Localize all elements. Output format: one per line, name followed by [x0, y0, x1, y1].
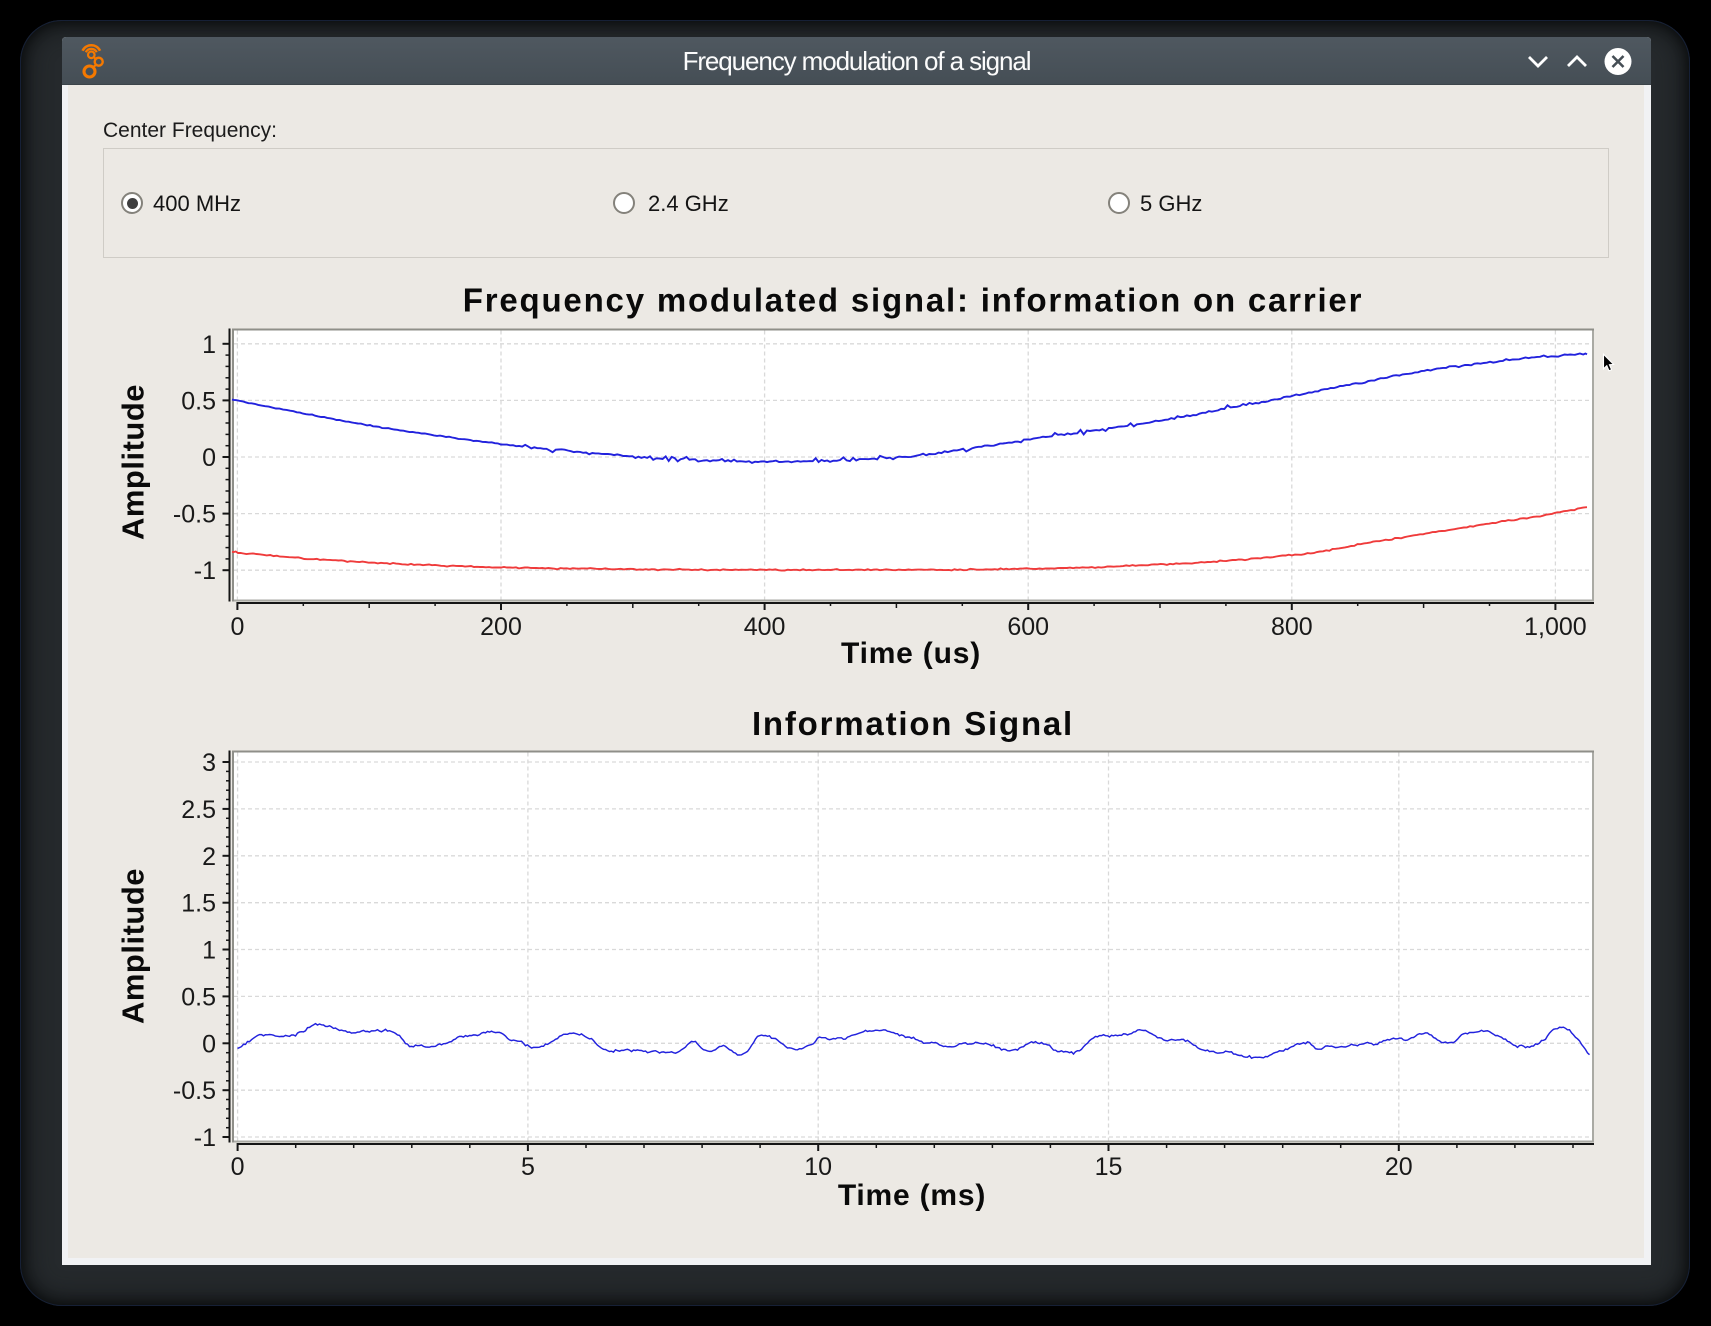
svg-text:1: 1	[202, 937, 216, 965]
svg-text:0: 0	[202, 444, 216, 472]
svg-text:5: 5	[521, 1153, 535, 1181]
svg-text:Amplitude: Amplitude	[116, 868, 151, 1024]
svg-text:15: 15	[1095, 1153, 1123, 1181]
svg-text:Time (ms): Time (ms)	[838, 1179, 986, 1212]
svg-text:1,000: 1,000	[1524, 613, 1587, 641]
svg-text:3: 3	[202, 749, 216, 777]
svg-text:Frequency modulated signal: in: Frequency modulated signal: information …	[463, 282, 1363, 319]
svg-text:-0.5: -0.5	[173, 1077, 216, 1105]
svg-text:1.5: 1.5	[181, 890, 216, 918]
svg-text:0: 0	[230, 613, 244, 641]
svg-text:-1: -1	[194, 557, 216, 585]
svg-text:20: 20	[1385, 1153, 1413, 1181]
svg-text:-0.5: -0.5	[173, 501, 216, 529]
svg-text:0.5: 0.5	[181, 387, 216, 415]
svg-text:400: 400	[744, 613, 786, 641]
svg-text:Amplitude: Amplitude	[116, 384, 151, 540]
svg-text:2.5: 2.5	[181, 796, 216, 824]
svg-text:800: 800	[1271, 613, 1313, 641]
svg-text:2: 2	[202, 843, 216, 871]
svg-text:0: 0	[202, 1030, 216, 1058]
svg-text:10: 10	[804, 1153, 832, 1181]
svg-text:200: 200	[480, 613, 522, 641]
svg-text:Time (us): Time (us)	[841, 637, 981, 670]
svg-text:Information Signal: Information Signal	[752, 705, 1074, 742]
svg-text:-1: -1	[194, 1124, 216, 1152]
svg-text:0.5: 0.5	[181, 983, 216, 1011]
svg-text:600: 600	[1007, 613, 1049, 641]
svg-text:0: 0	[231, 1153, 245, 1181]
svg-text:1: 1	[202, 331, 216, 359]
